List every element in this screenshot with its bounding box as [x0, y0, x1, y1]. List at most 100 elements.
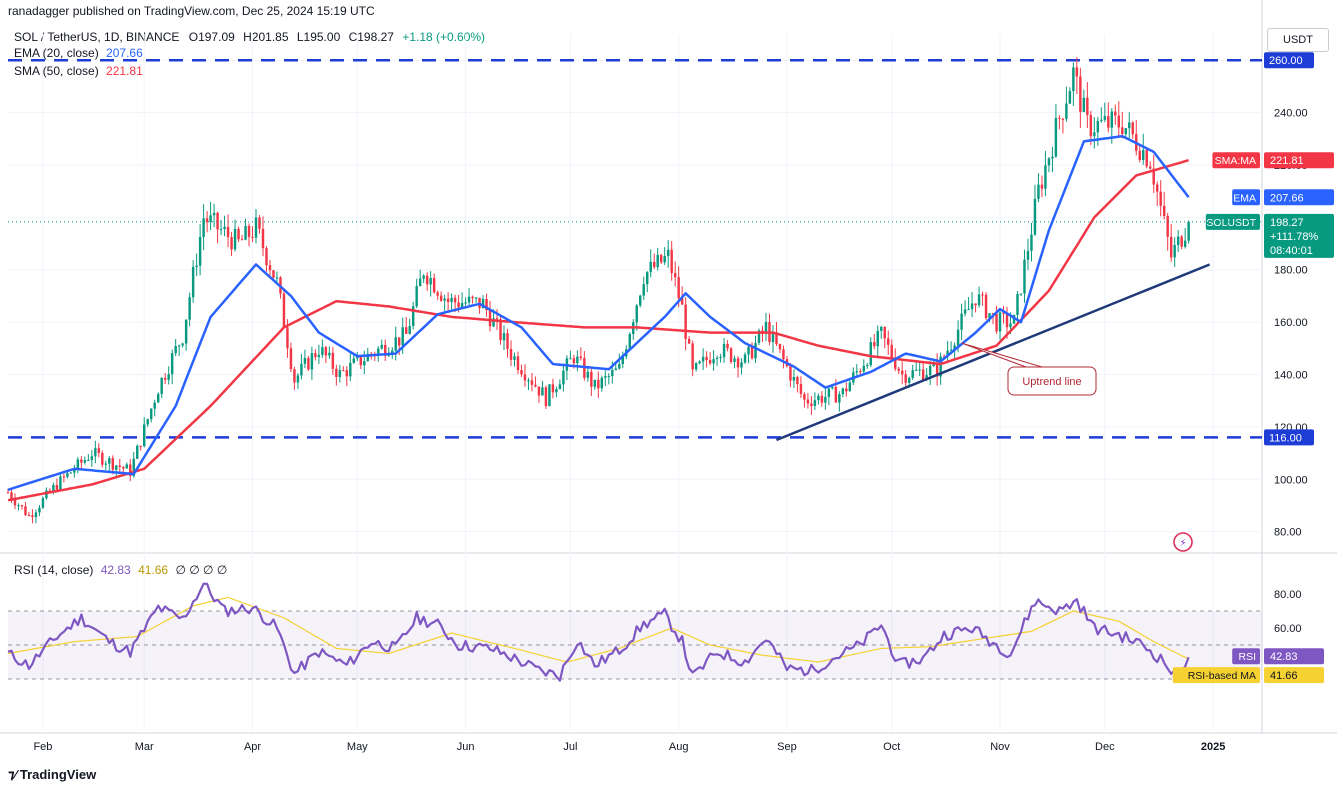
candle-down [1152, 168, 1155, 185]
candle-up [614, 368, 618, 371]
candle-down [247, 225, 251, 237]
candle-down [10, 492, 13, 500]
candle-up [1124, 128, 1127, 135]
candle-up [586, 371, 590, 378]
candle-up [422, 275, 425, 279]
rsi-tag-value-bg [1264, 667, 1324, 684]
candle-down [1159, 191, 1162, 206]
sma-label: SMA (50, close) [14, 64, 99, 78]
candle-up [1047, 158, 1051, 166]
candle-down [1155, 184, 1159, 192]
candle-up [401, 327, 404, 346]
price-tick-label: 160.00 [1274, 317, 1308, 329]
candle-up [817, 395, 820, 401]
candle-down [1162, 205, 1166, 216]
candle-up [464, 302, 467, 304]
candle-up [1072, 67, 1075, 92]
candle-up [876, 330, 879, 347]
candle-down [397, 337, 401, 346]
candle-up [701, 356, 705, 362]
price-tag-change: +111.78% [1270, 231, 1318, 243]
candle-up [649, 261, 652, 273]
candle-up [698, 361, 701, 364]
candle-down [404, 327, 408, 334]
candle-up [415, 286, 418, 307]
rsi-legend[interactable]: RSI (14, close) 42.83 41.66 ∅ ∅ ∅ ∅ [14, 563, 227, 577]
candle-up [481, 298, 485, 309]
time-tick-label: Apr [244, 741, 261, 753]
low-value: L195.00 [296, 30, 341, 44]
candle-down [1075, 67, 1079, 77]
candle-up [1051, 156, 1054, 159]
candle-down [118, 465, 121, 468]
candle-up [1009, 323, 1012, 328]
candle-up [83, 460, 87, 463]
rsi-line [7, 582, 1190, 682]
candle-up [1023, 259, 1026, 294]
candle-up [1100, 119, 1103, 121]
candle-up [1065, 103, 1068, 119]
candle-up [17, 505, 20, 507]
candle-up [254, 217, 258, 238]
candle-down [432, 277, 436, 293]
candle-up [94, 448, 97, 457]
candle-down [216, 212, 219, 230]
candle-down [883, 326, 886, 339]
candle-down [446, 298, 450, 303]
candle-down [1121, 127, 1124, 135]
candle-up [1110, 111, 1114, 128]
candle-down [24, 506, 27, 515]
candle-down [803, 393, 806, 400]
candle-down [796, 377, 799, 385]
candle-up [639, 295, 642, 306]
candle-down [806, 399, 810, 404]
rsi-tick-label: 60.00 [1274, 623, 1302, 635]
candle-up [607, 376, 611, 378]
rsi-extra: ∅ ∅ ∅ ∅ [175, 563, 228, 577]
candle-up [394, 337, 397, 351]
candle-up [160, 377, 163, 394]
candle-down [1005, 313, 1009, 328]
candle-down [516, 356, 520, 371]
candle-up [76, 459, 80, 470]
candle-up [366, 353, 370, 362]
candle-up [866, 365, 869, 367]
candle-up [757, 330, 761, 343]
candle-down [251, 236, 254, 238]
price-tick-label: 180.00 [1274, 265, 1308, 277]
candle-up [841, 388, 845, 395]
tradingview-logo[interactable]: ⁊⁄ TradingView [8, 767, 96, 783]
candle-up [988, 313, 991, 319]
ema-legend[interactable]: EMA (20, close) 207.66 [14, 46, 143, 60]
high-value: H201.85 [243, 30, 289, 44]
level-price-tag [1264, 52, 1314, 69]
candle-down [789, 366, 792, 381]
candle-down [335, 368, 338, 377]
candle-down [258, 217, 261, 229]
candle-down [1166, 215, 1169, 237]
candle-down [6, 492, 10, 494]
change-value: +1.18 (+0.60%) [402, 30, 486, 44]
candle-up [562, 370, 565, 385]
price-tick-label: 100.00 [1274, 474, 1308, 486]
lightning-icon [1173, 532, 1193, 552]
sma-legend[interactable]: SMA (50, close) 221.81 [14, 64, 143, 78]
candle-down [859, 371, 862, 373]
candle-up [576, 356, 579, 364]
candle-up [1183, 240, 1187, 247]
candle-down [240, 239, 244, 241]
candle-down [1058, 117, 1061, 119]
candle-up [212, 212, 216, 216]
candle-up [377, 348, 380, 356]
candle-up [642, 284, 645, 296]
candle-up [618, 364, 621, 369]
candle-down [673, 273, 677, 278]
price-tag-name: SOLUSDT [1206, 217, 1256, 229]
currency-button[interactable]: USDT [1267, 28, 1329, 52]
candle-up [666, 249, 670, 257]
candle-up [108, 458, 111, 464]
candle-up [949, 349, 953, 351]
candle-up [1030, 234, 1033, 251]
candle-down [97, 448, 101, 453]
